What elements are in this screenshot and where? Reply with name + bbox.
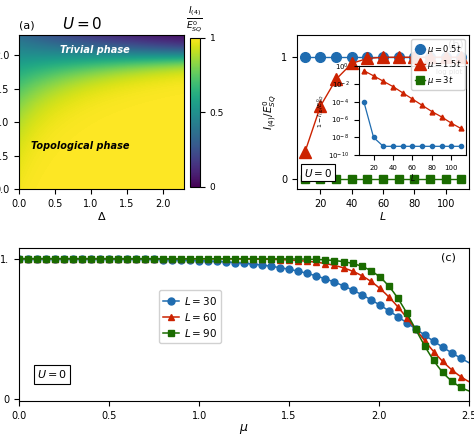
Text: $\overline{E_{SQ}^0}$: $\overline{E_{SQ}^0}$ bbox=[186, 16, 203, 34]
$\mu = 1.5t$ bbox=[302, 150, 308, 155]
Line: $L = 90$: $L = 90$ bbox=[16, 255, 473, 395]
Y-axis label: $I_{(4)}/E_{SQ}^0$: $I_{(4)}/E_{SQ}^0$ bbox=[262, 94, 280, 130]
$\mu = 3t$ bbox=[365, 177, 370, 182]
$\mu = 0.5t$ bbox=[333, 55, 339, 60]
$L = 60$ bbox=[198, 256, 204, 262]
Text: (a): (a) bbox=[19, 21, 35, 31]
Text: $U = 0$: $U = 0$ bbox=[304, 167, 332, 179]
$L = 90$ bbox=[367, 268, 373, 273]
$\mu = 1.5t$ bbox=[427, 55, 433, 60]
Legend: $L = 30$, $L = 60$, $L = 90$: $L = 30$, $L = 60$, $L = 90$ bbox=[159, 290, 221, 343]
$L = 60$ bbox=[367, 278, 373, 284]
Text: $U = 0$: $U = 0$ bbox=[37, 368, 67, 380]
$L = 30$ bbox=[367, 297, 373, 302]
$\mu = 1.5t$ bbox=[380, 55, 386, 60]
$\mu = 1.5t$ bbox=[396, 55, 401, 60]
$\mu = 1.5t$ bbox=[443, 55, 448, 60]
$\mu = 1.5t$ bbox=[411, 55, 417, 60]
Text: $I_{(4)}$: $I_{(4)}$ bbox=[188, 4, 201, 18]
Line: $L = 30$: $L = 30$ bbox=[16, 255, 473, 366]
$L = 30$ bbox=[466, 360, 472, 366]
$L = 90$ bbox=[375, 273, 381, 278]
$L = 30$ bbox=[214, 259, 220, 264]
$\mu = 0.5t$ bbox=[365, 55, 370, 60]
$\mu = 0.5t$ bbox=[318, 55, 323, 60]
$\mu = 3t$ bbox=[411, 177, 417, 182]
Line: $L = 60$: $L = 60$ bbox=[16, 255, 473, 385]
X-axis label: $\mu$: $\mu$ bbox=[239, 422, 249, 437]
$\mu = 1.5t$ bbox=[333, 77, 339, 82]
$\mu = 1.5t$ bbox=[365, 56, 370, 61]
$\mu = 0.5t$ bbox=[380, 55, 386, 60]
$L = 60$ bbox=[375, 284, 381, 290]
$L = 90$ bbox=[198, 256, 204, 262]
$L = 90$ bbox=[466, 389, 472, 394]
$L = 90$ bbox=[62, 256, 68, 262]
$L = 60$ bbox=[214, 256, 220, 262]
$\mu = 0.5t$ bbox=[458, 55, 464, 60]
$L = 30$ bbox=[198, 258, 204, 263]
$\mu = 0.5t$ bbox=[427, 55, 433, 60]
X-axis label: $L$: $L$ bbox=[379, 210, 387, 222]
$\mu = 3t$ bbox=[380, 177, 386, 182]
$L = 90$ bbox=[16, 256, 22, 262]
$\mu = 3t$ bbox=[427, 177, 433, 182]
$L = 90$ bbox=[214, 256, 220, 262]
$\mu = 3t$ bbox=[396, 177, 401, 182]
Text: Trivial phase: Trivial phase bbox=[60, 45, 129, 55]
$\mu = 0.5t$ bbox=[349, 55, 355, 60]
Text: $U = 0$: $U = 0$ bbox=[62, 16, 102, 32]
$\mu = 3t$ bbox=[443, 177, 448, 182]
$\mu = 1.5t$ bbox=[349, 61, 355, 66]
Line: $\mu = 3t$: $\mu = 3t$ bbox=[301, 175, 465, 183]
Line: $\mu = 0.5t$: $\mu = 0.5t$ bbox=[300, 52, 466, 62]
$L = 30$ bbox=[62, 256, 68, 262]
X-axis label: $\Delta$: $\Delta$ bbox=[97, 210, 107, 222]
$\mu = 3t$ bbox=[349, 177, 355, 182]
Text: Topological phase: Topological phase bbox=[31, 141, 129, 151]
$\mu = 3t$ bbox=[318, 177, 323, 182]
$L = 60$ bbox=[16, 256, 22, 262]
$L = 90$ bbox=[325, 258, 331, 263]
$\mu = 1.5t$ bbox=[458, 55, 464, 60]
$L = 60$ bbox=[62, 256, 68, 262]
$\mu = 3t$ bbox=[458, 177, 464, 182]
$\mu = 0.5t$ bbox=[302, 55, 308, 60]
$L = 60$ bbox=[325, 262, 331, 267]
$\mu = 0.5t$ bbox=[411, 55, 417, 60]
$\mu = 1.5t$ bbox=[318, 104, 323, 109]
Text: (c): (c) bbox=[441, 252, 456, 262]
Line: $\mu = 1.5t$: $\mu = 1.5t$ bbox=[299, 52, 467, 158]
Legend: $\mu = 0.5t$, $\mu = 1.5t$, $\mu = 3t$: $\mu = 0.5t$, $\mu = 1.5t$, $\mu = 3t$ bbox=[411, 39, 465, 90]
$L = 30$ bbox=[375, 301, 381, 306]
$\mu = 3t$ bbox=[333, 177, 339, 182]
Text: (b): (b) bbox=[448, 40, 464, 50]
$\mu = 3t$ bbox=[302, 177, 308, 182]
$L = 30$ bbox=[16, 256, 22, 262]
$L = 30$ bbox=[325, 277, 331, 283]
$\mu = 0.5t$ bbox=[443, 55, 448, 60]
$L = 60$ bbox=[466, 379, 472, 385]
$\mu = 0.5t$ bbox=[396, 55, 401, 60]
